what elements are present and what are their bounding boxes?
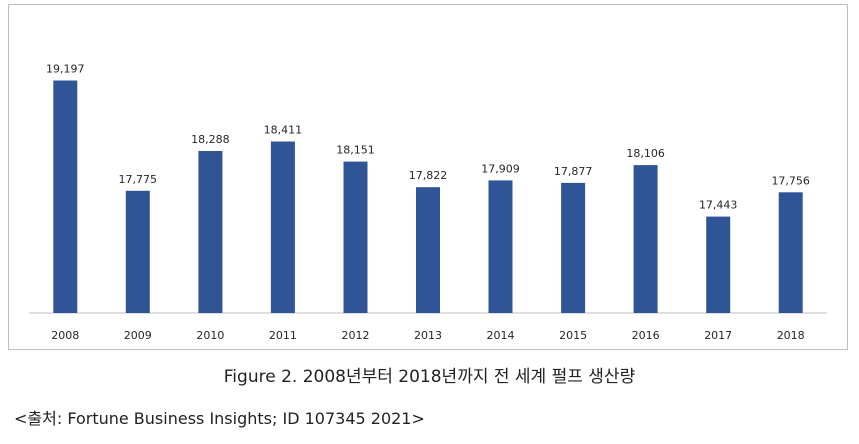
value-label-2008: 19,197 [46, 63, 85, 76]
bar-2012 [343, 161, 368, 313]
x-tick-label-2018: 2018 [777, 329, 805, 342]
value-label-2017: 17,443 [699, 199, 738, 212]
bar-2010 [198, 151, 223, 313]
value-label-2018: 17,756 [771, 174, 810, 187]
chart-frame: 19,197 2008 17,775 2009 18,288 2010 18,411 2011… [8, 4, 848, 350]
value-label-2014: 17,909 [481, 162, 520, 175]
bar-2009 [125, 190, 150, 313]
value-label-2015: 17,877 [554, 165, 593, 178]
value-label-2013: 17,822 [409, 169, 448, 182]
bar-2015 [561, 182, 586, 313]
source-note: <출처: Fortune Business Insights; ID 10734… [14, 409, 425, 428]
bar-2014 [488, 180, 513, 313]
x-tick-label-2012: 2012 [342, 329, 370, 342]
bar-2013 [416, 187, 440, 313]
value-label-2009: 17,775 [119, 173, 158, 186]
bar-2018 [778, 192, 803, 313]
x-tick-label-2017: 2017 [704, 329, 732, 342]
figure-caption: Figure 2. 2008년부터 2018년까지 전 세계 펄프 생산량 [223, 367, 636, 387]
x-tick-label-2013: 2013 [414, 329, 442, 342]
value-label-2016: 18,106 [626, 147, 665, 160]
bar-2008 [53, 80, 78, 313]
value-label-2011: 18,411 [264, 124, 303, 137]
bar-2017 [706, 216, 731, 313]
x-tick-label-2008: 2008 [51, 329, 79, 342]
x-tick-label-2011: 2011 [269, 329, 297, 342]
bar-chart: 19,197 2008 17,775 2009 18,288 2010 18,411 2011… [29, 63, 827, 342]
x-tick-label-2009: 2009 [124, 329, 152, 342]
x-tick-label-2016: 2016 [632, 329, 660, 342]
bar-2011 [270, 141, 295, 313]
x-tick-label-2010: 2010 [196, 329, 224, 342]
bar-2016 [633, 165, 658, 313]
x-tick-label-2015: 2015 [559, 329, 587, 342]
x-tick-label-2014: 2014 [487, 329, 515, 342]
value-label-2010: 18,288 [191, 133, 230, 146]
value-label-2012: 18,151 [336, 144, 375, 157]
